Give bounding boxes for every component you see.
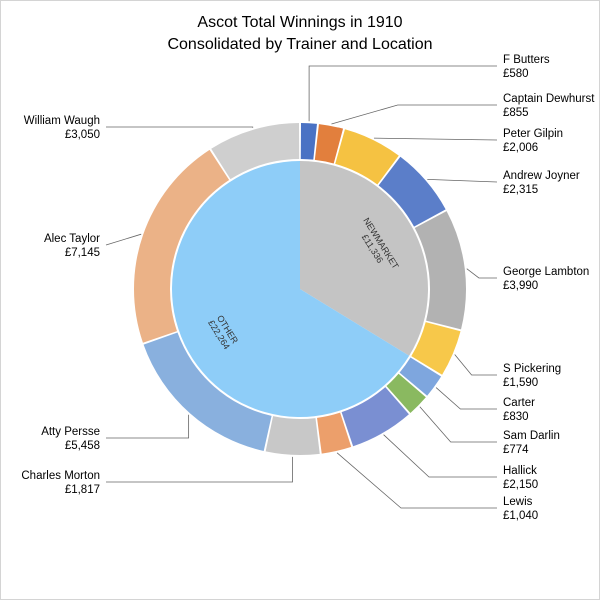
outer-slice-andrew-joyner: [378, 156, 446, 227]
outer-slice-s-pickering: [411, 322, 461, 375]
outer-ring: [134, 123, 466, 455]
leader-captain-dewhurst: [331, 104, 497, 125]
label-name-alec-taylor: Alec Taylor: [44, 233, 100, 245]
leader-george-lambton: [466, 268, 497, 279]
label-name-f-butters: F Butters: [503, 54, 550, 66]
label-value-andrew-joyner: £2,315: [503, 184, 538, 196]
label-value-hallick: £2,150: [503, 479, 538, 491]
leader-sam-darlin: [419, 406, 497, 443]
outer-slice-sam-darlin: [386, 373, 426, 413]
inner-slice-other: [171, 161, 410, 417]
outer-slice-peter-gilpin: [335, 129, 399, 185]
label-name-andrew-joyner: Andrew Joyner: [503, 170, 580, 182]
label-value-captain-dewhurst: £855: [503, 107, 529, 119]
label-value-carter: £830: [503, 411, 529, 423]
label-name-s-pickering: S Pickering: [503, 363, 561, 375]
leader-alec-taylor: [105, 233, 142, 246]
label-value-peter-gilpin: £2,006: [503, 142, 538, 154]
label-name-hallick: Hallick: [503, 465, 537, 477]
label-name-lewis: Lewis: [503, 496, 533, 508]
leader-andrew-joyner: [427, 178, 498, 183]
label-name-sam-darlin: Sam Darlin: [503, 430, 560, 442]
leader-atty-persse: [106, 414, 190, 439]
outer-slice-george-lambton: [414, 211, 466, 330]
label-value-charles-morton: £1,817: [65, 484, 100, 496]
leader-william-waugh: [106, 126, 254, 128]
label-value-s-pickering: £1,590: [503, 377, 538, 389]
outer-slice-atty-persse: [143, 332, 272, 451]
leader-s-pickering: [454, 354, 497, 376]
label-value-sam-darlin: £774: [503, 444, 529, 456]
label-name-carter: Carter: [503, 397, 535, 409]
label-value-atty-persse: £5,458: [65, 440, 100, 452]
outer-slice-f-butters: [300, 123, 317, 160]
outer-slice-hallick: [341, 387, 409, 447]
outer-slice-alec-taylor: [134, 149, 230, 343]
label-value-william-waugh: £3,050: [65, 129, 100, 141]
chart-subtitle: Consolidated by Trainer and Location: [167, 36, 433, 53]
label-name-george-lambton: George Lambton: [503, 266, 589, 278]
label-name-captain-dewhurst: Captain Dewhurst: [503, 93, 595, 105]
label-name-peter-gilpin: Peter Gilpin: [503, 128, 563, 140]
leader-carter: [435, 387, 497, 410]
label-value-george-lambton: £3,990: [503, 280, 538, 292]
leader-peter-gilpin: [373, 137, 498, 141]
outer-slice-carter: [399, 357, 442, 396]
label-value-lewis: £1,040: [503, 510, 538, 522]
label-value-f-butters: £580: [503, 68, 529, 80]
inner-ring: [171, 161, 428, 417]
leader-f-butters: [308, 65, 497, 122]
inner-slice-newmarket: [300, 161, 428, 356]
chart-title-block: Ascot Total Winnings in 1910 Consolidate…: [0, 12, 600, 56]
leader-hallick: [383, 434, 497, 478]
outer-slice-charles-morton: [265, 416, 320, 455]
label-name-atty-persse: Atty Persse: [41, 426, 100, 438]
leader-lines: [105, 65, 498, 509]
label-name-charles-morton: Charles Morton: [21, 470, 100, 482]
leader-lewis: [336, 452, 497, 509]
outer-slice-lewis: [317, 412, 352, 454]
outer-slice-william-waugh: [211, 123, 300, 180]
leader-charles-morton: [106, 456, 293, 483]
data-labels: F Butters £580 Captain Dewhurst £855 Peter G…: [21, 54, 595, 522]
chart-title: Ascot Total Winnings in 1910: [197, 14, 403, 31]
label-value-alec-taylor: £7,145: [65, 247, 100, 259]
label-name-william-waugh: William Waugh: [24, 115, 100, 127]
outer-slice-captain-dewhurst: [314, 124, 344, 164]
